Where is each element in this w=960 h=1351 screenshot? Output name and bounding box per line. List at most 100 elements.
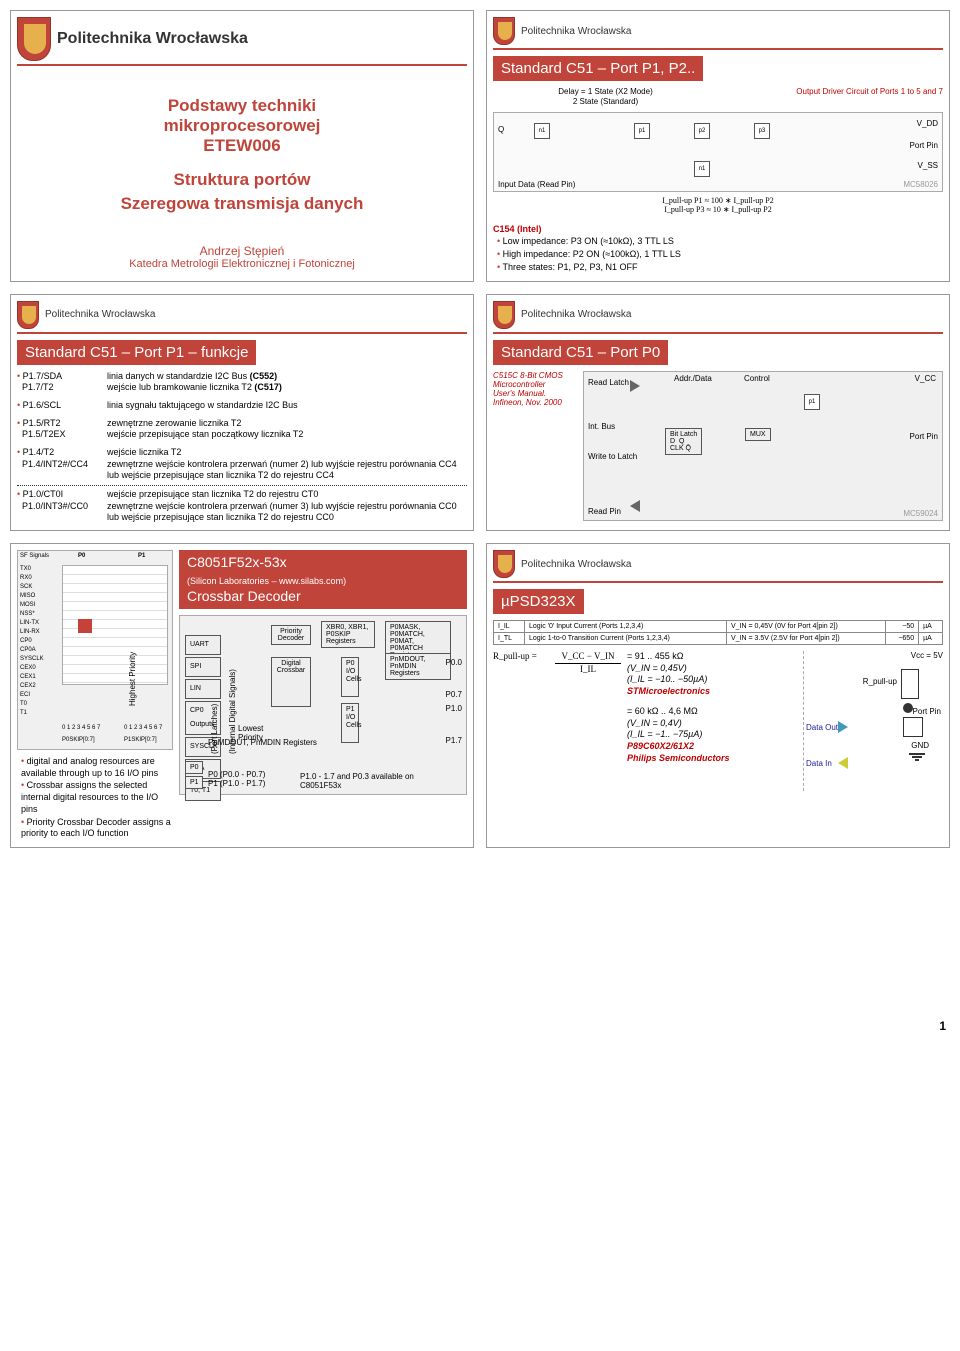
p1-pin-desc: wejście przepisujące stan początkowy lic…: [107, 429, 467, 441]
slide-title-card: Politechnika Wrocławska Podstawy technik…: [10, 10, 474, 282]
table-cell: Logic '0' Input Current (Ports 1,2,3,4): [525, 621, 727, 633]
c154-heading: C154 (Intel): [493, 224, 943, 236]
buffer-icon: [630, 500, 640, 512]
university-shield-icon: [493, 301, 515, 329]
table-cell: Logic 1-to-0 Transition Current (Ports 1…: [525, 633, 727, 645]
crossbar-bullet: Priority Crossbar Decoder assigns a prio…: [21, 817, 173, 840]
p1-func-row: • P1.4/T2 wejście licznika T2: [17, 447, 467, 459]
p1-pin-label: • P1.5/RT2: [17, 418, 103, 430]
buffer-out-icon: [838, 721, 848, 733]
department: Katedra Metrologii Elektronicznej i Foto…: [17, 258, 467, 270]
output-driver-diagram: n1 p1 p2 p3 n1 Q V_DD Port Pin V_SS Inpu…: [493, 112, 943, 192]
mux-block: MUX: [745, 428, 771, 441]
university-shield-icon: [493, 17, 515, 45]
university-name: Politechnika Wrocławska: [521, 559, 631, 570]
slide-title: Standard C51 – Port P1, P2..: [493, 56, 703, 81]
p1-pin-desc: linia sygnału taktującego w standardzie …: [107, 400, 467, 412]
table-cell: V_IN = 0,45V (0V for Port 4[pin 2]): [727, 621, 886, 633]
p1-pin-label: P1.5/T2EX: [17, 429, 103, 441]
p1-func-row: P1.4/INT2#/CC4 zewnętrzne wejście kontrol…: [17, 459, 467, 482]
gnd-label: GND: [911, 741, 929, 751]
signal-label: UART: [185, 635, 221, 655]
header-bar: Politechnika Wrocławska: [493, 301, 943, 334]
p1-pin-label: P1.7/T2: [17, 382, 103, 394]
frac-top: V_CC − V_IN: [562, 651, 615, 661]
p1-pin-label: P1.4/INT2#/CC4: [17, 459, 103, 471]
header-bar: Politechnika Wrocławska: [493, 17, 943, 50]
vendor1: STMicroelectronics: [627, 686, 797, 698]
p1-pin-label: P1.0/INT3#/CC0: [17, 501, 103, 513]
p1-pin-desc: wejście przepisujące stan licznika T2 do…: [107, 489, 467, 501]
p1-func-row: • P1.5/RT2 zewnętrzne zerowanie licznika …: [17, 418, 467, 430]
calc-line2: (V_IN = 0,45V): [627, 663, 797, 675]
header-bar: Politechnika Wrocławska: [17, 17, 467, 66]
pullup-formula-1: I_pull-up P1 ≈ 100 ∗ I_pull-up P2: [662, 196, 774, 205]
delay-caption-1: Delay = 1 State (X2 Mode): [558, 87, 653, 96]
datain-label: Data In: [806, 759, 832, 769]
cb-title-2: (Silicon Laboratories – www.silabs.com): [187, 576, 346, 586]
p1-pin-desc: zewnętrzne zerowanie licznika T2: [107, 418, 467, 430]
header-bar: Politechnika Wrocławska: [493, 550, 943, 583]
p1-pin-desc: linia danych w standardzie I2C Bus (C552…: [107, 371, 467, 383]
table-cell: µA: [919, 633, 943, 645]
rpullup-lhs: R_pull-up =: [493, 651, 537, 661]
pullup-formula-2: I_pull-up P3 ≈ 10 ∗ I_pull-up P2: [664, 205, 772, 214]
page-number: 1: [939, 1019, 946, 1033]
buffer-icon: [630, 380, 640, 392]
p1-pin-desc: zewnętrzne wejście kontrolera przerwań (…: [107, 459, 467, 482]
topic-line2: Szeregowa transmisja danych: [17, 194, 467, 214]
calc-line5: (V_IN = 0,4V): [627, 718, 797, 730]
topic-line1: Struktura portów: [17, 170, 467, 190]
p1-pin-label: • P1.6/SCL: [17, 400, 103, 412]
table-row: I_TLLogic 1-to-0 Transition Current (Por…: [494, 633, 943, 645]
p1-pin-desc: wejście licznika T2: [107, 447, 467, 459]
cb-title-3: Crossbar Decoder: [187, 588, 301, 604]
p1-pin-desc: zewnętrzne wejście kontrolera przerwań (…: [107, 501, 467, 524]
header-bar: Politechnika Wrocławska: [17, 301, 467, 334]
p1-pin-label: • P1.4/T2: [17, 447, 103, 459]
params-table: I_ILLogic '0' Input Current (Ports 1,2,3…: [493, 620, 943, 645]
course-line1: Podstawy techniki: [17, 96, 467, 116]
p1-function-list: • P1.7/SDA linia danych w standardzie I2C…: [17, 371, 467, 525]
p1-func-row: • P1.7/SDA linia danych w standardzie I2C…: [17, 371, 467, 383]
cb-title-1: C8051F52x-53x: [187, 554, 287, 570]
slide-upsd323x: Politechnika Wrocławska µPSD323X I_ILLog…: [486, 543, 950, 848]
crossbar-bullet: digital and analog resources are availab…: [21, 756, 173, 779]
slide-title: µPSD323X: [493, 589, 584, 614]
p1-func-row: P1.0/INT3#/CC0 zewnętrzne wejście kontrol…: [17, 501, 467, 524]
university-shield-icon: [17, 17, 51, 61]
table-row: I_ILLogic '0' Input Current (Ports 1,2,3…: [494, 621, 943, 633]
university-name: Politechnika Wrocławska: [45, 309, 155, 320]
c154-b3: Three states: P1, P2, P3, N1 OFF: [497, 262, 943, 274]
slide-title: Standard C51 – Port P1 – funkcje: [17, 340, 256, 365]
digital-crossbar-block: Digital Crossbar: [271, 657, 311, 707]
university-shield-icon: [17, 301, 39, 329]
table-cell: µA: [919, 621, 943, 633]
c154-b2: High impedance: P2 ON (≈100kΩ), 1 TTL LS: [497, 249, 943, 261]
course-line2: mikroprocesorowej: [17, 116, 467, 136]
p1-func-row: • P1.0/CT0I wejście przepisujące stan lic…: [17, 489, 467, 501]
buffer-in-icon: [838, 757, 848, 769]
bit-latch-block: Bit LatchD QCLK Q̄: [665, 428, 702, 455]
slide-port-p1p2: Politechnika Wrocławska Standard C51 – P…: [486, 10, 950, 282]
ref-line1: C515C 8-Bit CMOS: [493, 371, 583, 380]
c154-b1: Low impedance: P3 ON (≈10kΩ), 3 TTL LS: [497, 236, 943, 248]
port-p0-block-diagram: Read Latch Int. Bus Write to Latch Read …: [583, 371, 943, 521]
table-cell: I_TL: [494, 633, 525, 645]
signal-label: SPI: [185, 657, 221, 677]
p1-pin-label: • P1.0/CT0I: [17, 489, 103, 501]
p1-pin-desc: wejście lub bramkowanie licznika T2 (C51…: [107, 382, 467, 394]
driver-caption: Output Driver Circuit of Ports 1 to 5 an…: [718, 87, 943, 108]
crossbar-bullets: digital and analog resources are availab…: [17, 756, 173, 840]
table-cell: I_IL: [494, 621, 525, 633]
delay-caption-2: 2 State (Standard): [573, 97, 638, 106]
author: Andrzej Stępień: [17, 244, 467, 258]
p1-pin-label: • P1.7/SDA: [17, 371, 103, 383]
p1-func-row: P1.5/T2EX wejście przepisujące stan począ…: [17, 429, 467, 441]
dataout-label: Data Out: [806, 723, 838, 733]
vendor2: Philips Semiconductors: [627, 753, 797, 765]
pnmd-regs-block: PnMDOUT, PnMDIN Registers: [385, 653, 451, 680]
table-cell: −50: [885, 621, 918, 633]
table-cell: V_IN = 3.5V (2.5V for Port 4[pin 2]): [727, 633, 886, 645]
priority-decoder-block: Priority Decoder: [271, 625, 311, 645]
